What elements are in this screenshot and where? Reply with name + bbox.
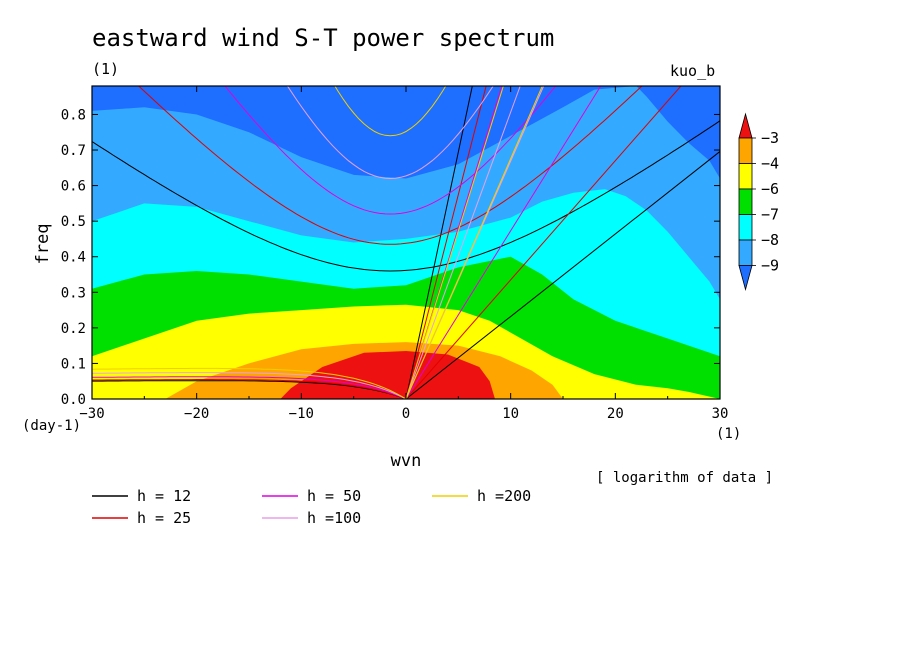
x-tick-label: 30 xyxy=(712,406,729,422)
ig-curve-h50 xyxy=(224,86,557,215)
colorbar-bottom-arrow xyxy=(738,265,753,292)
x-axis-label: wvn xyxy=(391,451,422,471)
y-tick-label: 0.7 xyxy=(61,143,86,159)
model-name: kuo_b xyxy=(670,62,715,80)
kelvin-line-h12 xyxy=(405,150,720,399)
legend-label-h200: h =200 xyxy=(477,487,531,505)
ig-curve-h12 xyxy=(92,120,720,272)
ig-curve-h100 xyxy=(286,86,494,180)
kelvin-line-h25 xyxy=(405,86,682,399)
x-tick-label: 10 xyxy=(502,406,519,422)
mrg-line-h200 xyxy=(405,86,543,399)
kelvin-line-h50 xyxy=(405,86,602,399)
colorbar-label: −8 xyxy=(761,231,779,249)
y-tick-label: 0.2 xyxy=(61,321,86,337)
legend-label-h12: h = 12 xyxy=(137,487,191,505)
y-tick-label: 0.4 xyxy=(61,250,86,266)
contour-fills xyxy=(92,86,720,399)
y-unit-label: (day-1) xyxy=(22,418,81,434)
colorbar-label: −6 xyxy=(761,180,779,198)
legend-label-h50: h = 50 xyxy=(307,487,361,505)
fill-level-6 xyxy=(92,351,720,399)
colorbar-label: −7 xyxy=(761,206,779,224)
kelvin-line-h100 xyxy=(405,86,545,399)
x-tick-label: 0 xyxy=(402,406,410,422)
x-tick-label: −10 xyxy=(289,406,314,422)
y-tick-label: 0.8 xyxy=(61,107,86,123)
mrg-line-h25 xyxy=(405,86,487,399)
y-tick-label: 0.5 xyxy=(61,214,86,230)
unit-label-left: (1) xyxy=(92,60,119,78)
legend-label-h25: h = 25 xyxy=(137,509,191,527)
x-tick-label: −30 xyxy=(79,406,104,422)
chart-title: eastward wind S-T power spectrum xyxy=(92,24,554,52)
rossby-curve-h50 xyxy=(92,376,407,399)
y-axis-label: freq xyxy=(33,224,53,265)
x-tick-label: −20 xyxy=(184,406,209,422)
dispersion-curves xyxy=(92,86,720,399)
colorbar-segment xyxy=(738,214,753,241)
legend-label-h100: h =100 xyxy=(307,509,361,527)
colorbar-segment xyxy=(738,239,753,266)
colorbar-label: −4 xyxy=(761,155,779,173)
rossby-curve-h12 xyxy=(92,380,407,399)
rossby-curve-h25 xyxy=(92,379,407,399)
y-tick-label: 0.6 xyxy=(61,179,86,195)
mrg-line-h100 xyxy=(405,86,521,399)
data-note: [ logarithm of data ] xyxy=(596,470,773,486)
colorbar: −3 −4 −6 −7 −8 −9 xyxy=(738,112,779,292)
ig-curve-h25 xyxy=(137,86,643,245)
colorbar-segment xyxy=(738,163,753,190)
kelvin-line-h200 xyxy=(405,86,504,399)
mrg-line-h12 xyxy=(405,86,473,399)
y-tick-label: 0.1 xyxy=(61,356,86,372)
legend: h = 12 h = 25 h = 50 h =100 h =200 xyxy=(92,487,531,527)
colorbar-segment xyxy=(738,188,753,215)
colorbar-segment xyxy=(738,137,753,164)
x-unit-label: (1) xyxy=(716,426,741,442)
colorbar-label: −9 xyxy=(761,257,779,275)
colorbar-top-arrow xyxy=(738,112,753,139)
rossby-curve-h200 xyxy=(92,367,407,399)
colorbar-label: −3 xyxy=(761,129,779,147)
x-tick-label: 20 xyxy=(607,406,624,422)
axis-ticks: −30 −20 −10 0 10 20 30 0.0 0.1 0.2 0.3 0.4 0.5 0.6 0.7… xyxy=(61,86,729,422)
y-tick-label: 0.3 xyxy=(61,285,86,301)
y-tick-label: 0.0 xyxy=(61,392,86,408)
rossby-curve-h100 xyxy=(92,372,407,399)
ig-curve-h200 xyxy=(334,86,447,137)
